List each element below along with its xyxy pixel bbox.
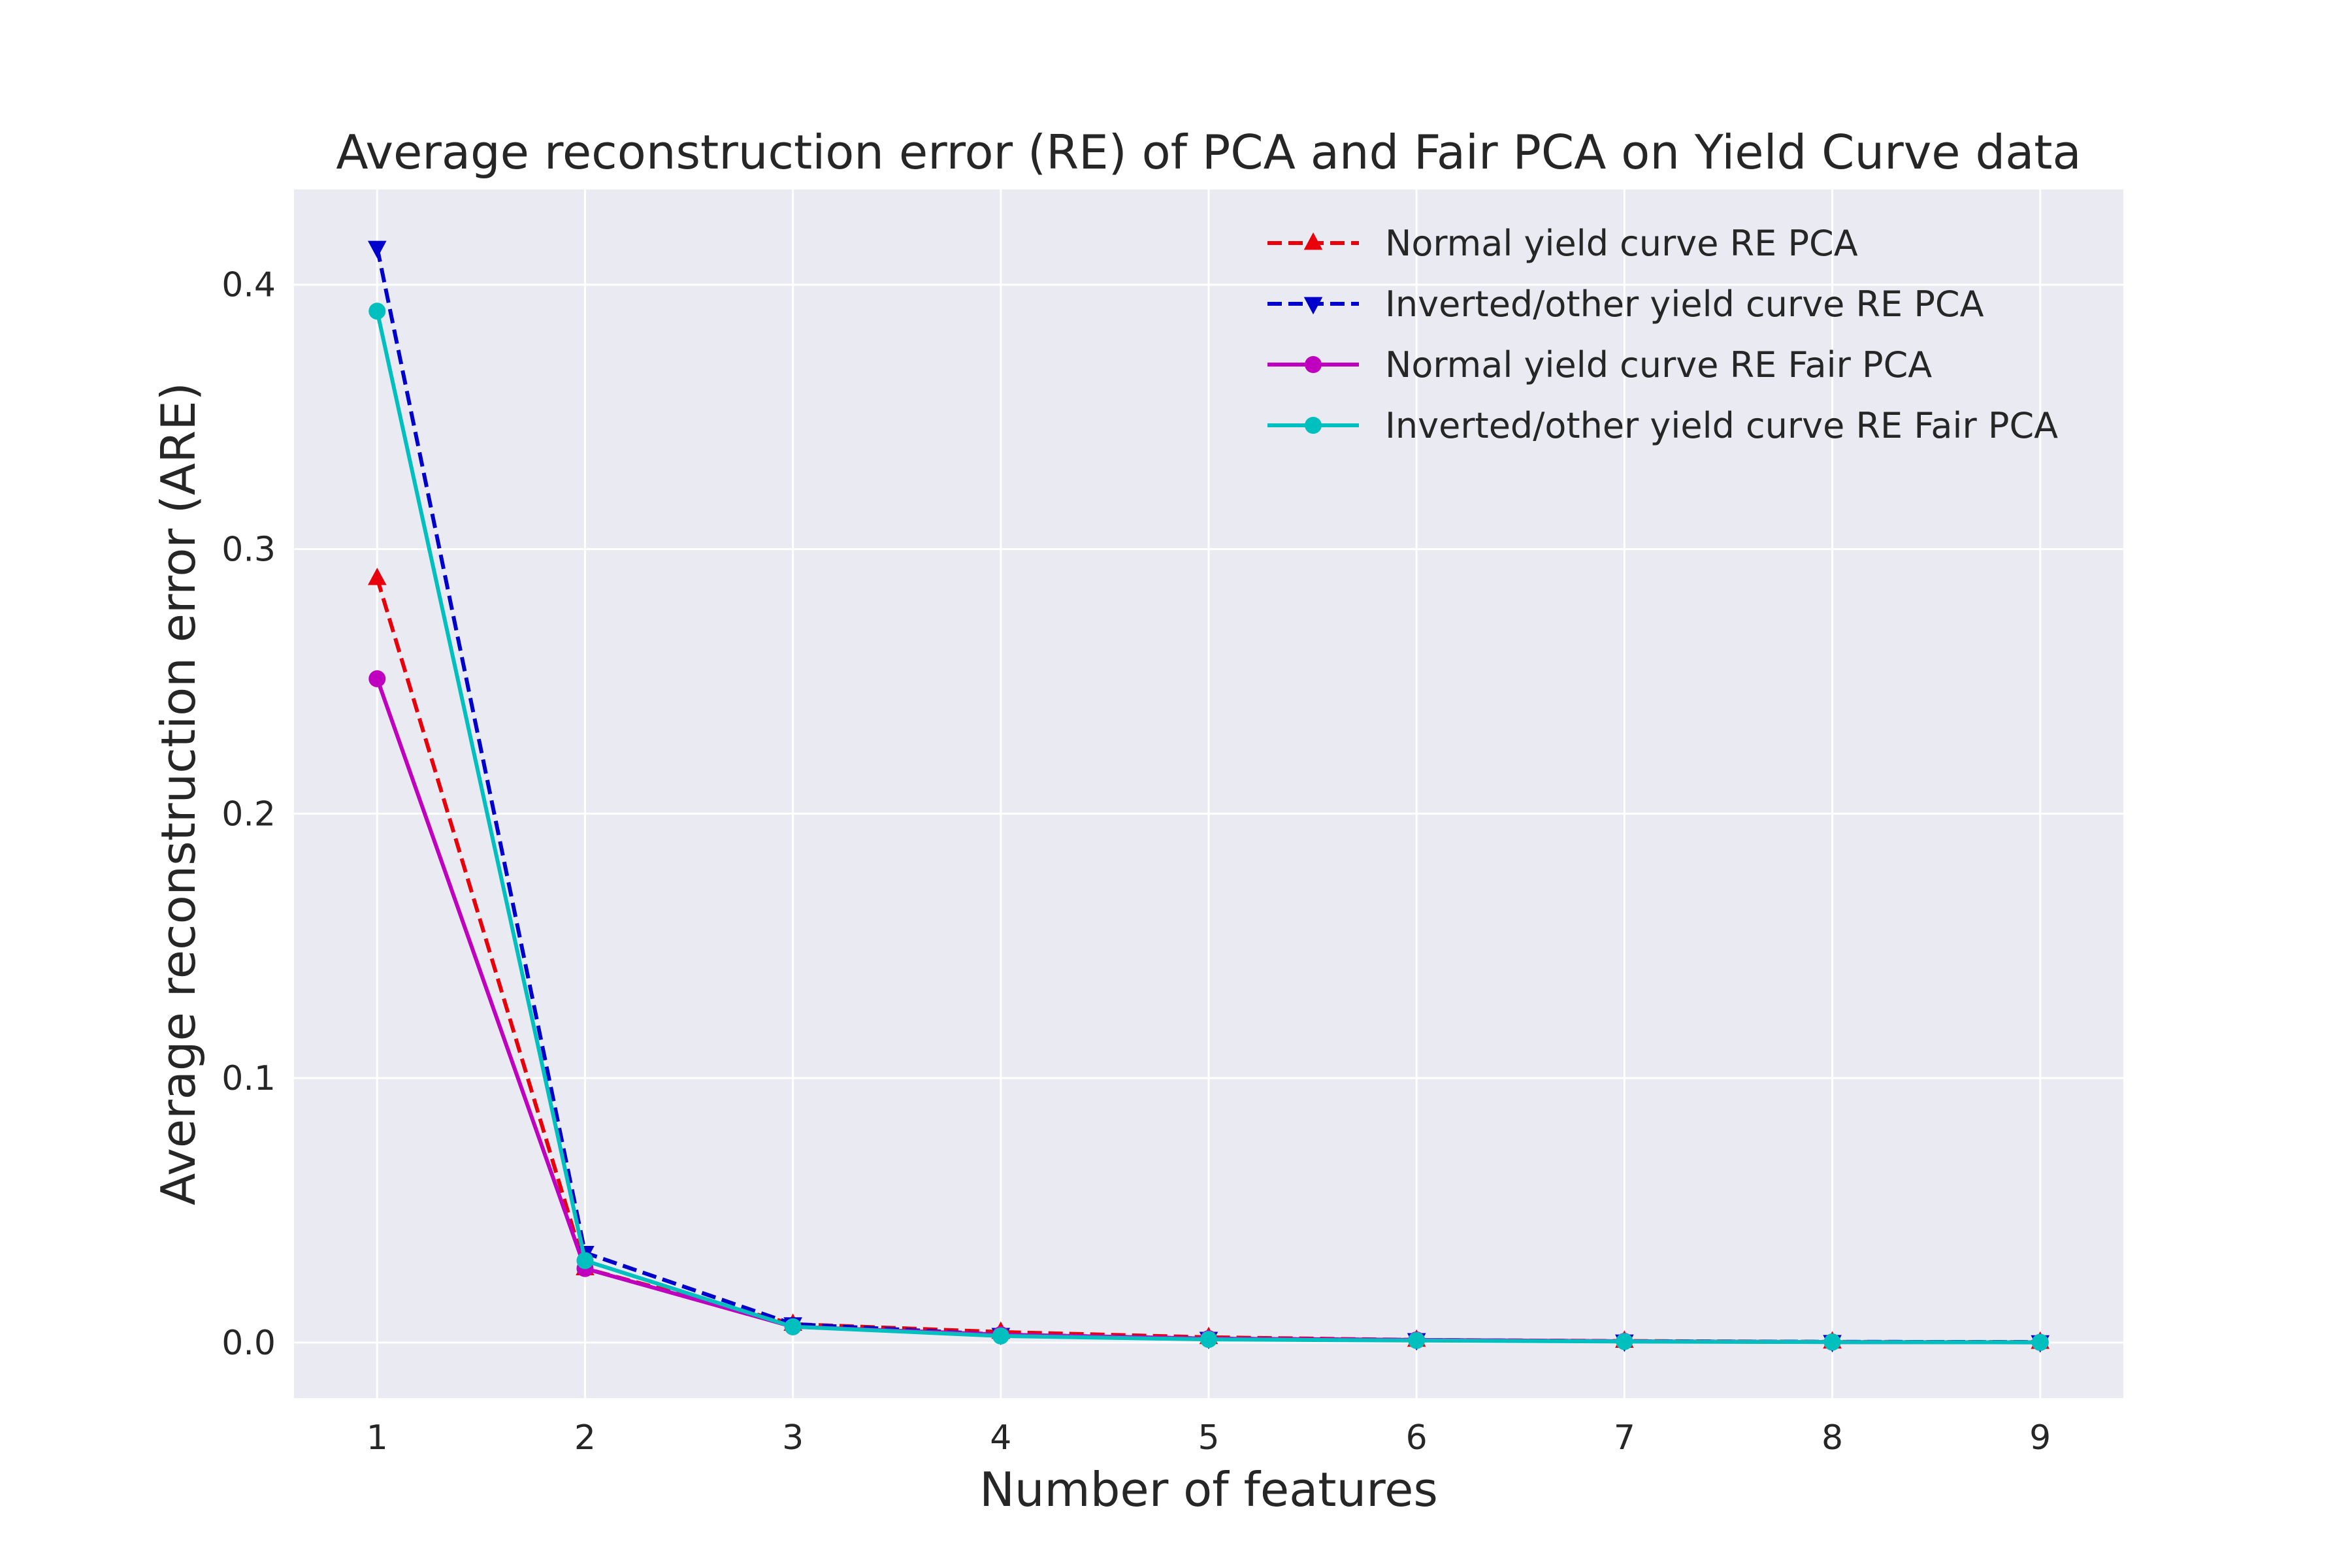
legend-entry: Inverted/other yield curve RE Fair PCA [1267,405,2058,446]
legend-label: Normal yield curve RE Fair PCA [1385,344,1932,385]
legend: Normal yield curve RE PCA Inverted/other … [1267,223,2058,446]
x-tick-label: 7 [1614,1418,1635,1458]
data-point [784,1318,802,1335]
y-tick-label: 0.2 [221,794,276,834]
legend-entry: Normal yield curve RE Fair PCA [1267,344,1932,385]
x-tick-label: 8 [1821,1418,1843,1458]
x-axis-label: Number of features [979,1462,1438,1517]
y-tick-label: 0.0 [221,1324,276,1363]
x-tick-label: 4 [990,1418,1011,1458]
legend-marker [1305,356,1322,373]
legend-entry: Normal yield curve RE PCA [1267,223,1858,264]
x-tick-label: 6 [1406,1418,1428,1458]
data-point [1408,1331,1426,1349]
chart-title: Average reconstruction error (RE) of PCA… [336,125,2081,180]
data-point [1200,1331,1217,1348]
data-point [576,1252,594,1269]
y-tick-label: 0.3 [221,531,276,570]
data-point [368,302,386,320]
legend-entry: Inverted/other yield curve RE PCA [1267,284,1984,325]
legend-label: Inverted/other yield curve RE Fair PCA [1385,405,2058,446]
x-tick-label: 2 [574,1418,596,1458]
legend-marker [1303,297,1323,315]
data-point [367,240,387,259]
legend-marker [1305,417,1322,434]
legend-label: Inverted/other yield curve RE PCA [1385,284,1984,325]
series-4 [368,302,2049,1351]
tick-labels: 1 2 3 4 5 6 7 8 9 0.0 0.1 0.2 0.3 0.4 [221,266,2051,1458]
y-tick-label: 0.4 [221,266,276,305]
x-tick-label: 3 [782,1418,804,1458]
x-tick-label: 1 [367,1418,388,1458]
x-tick-label: 9 [2029,1418,2051,1458]
y-axis-label: Average reconstruction error (ARE) [151,382,206,1205]
legend-label: Normal yield curve RE PCA [1385,223,1858,264]
data-point [368,670,386,687]
x-tick-label: 5 [1198,1418,1219,1458]
data-point [1616,1333,1633,1350]
y-tick-label: 0.1 [221,1059,276,1098]
data-point [992,1327,1009,1345]
series-layer [367,240,2050,1353]
data-point [2031,1333,2049,1351]
data-point [367,567,387,585]
legend-marker [1303,232,1323,250]
data-point [1823,1333,1841,1351]
